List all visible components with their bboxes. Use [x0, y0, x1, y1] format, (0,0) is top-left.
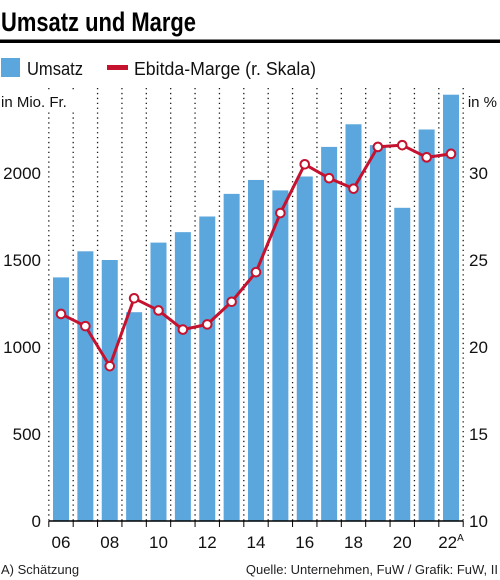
bar-umsatz-2015 [272, 190, 289, 521]
bar-umsatz-2014 [248, 179, 264, 521]
y-right-tick-label: 25 [469, 251, 488, 270]
x-tick-label-text: 08 [100, 533, 119, 552]
x-tick-label: 16 [295, 533, 314, 552]
bar-umsatz-2018 [345, 124, 362, 521]
y-right-tick-label: 20 [469, 338, 488, 357]
marker-ebitda-marge-2015 [275, 207, 286, 219]
bar-umsatz-2012 [199, 216, 216, 521]
bar-umsatz-2021 [418, 129, 435, 521]
marker-ebitda-marge-2019 [372, 141, 384, 153]
y-right-axis-label-backdrop [465, 92, 500, 110]
bar-umsatz-2009 [126, 312, 143, 521]
marker-ebitda-marge-2018 [348, 183, 359, 194]
x-tick-label-text: 10 [149, 533, 168, 552]
bar-umsatz-2013 [223, 193, 240, 521]
bar-umsatz-2022 [443, 94, 459, 521]
y-right-tick-label: 30 [469, 164, 488, 183]
marker-ebitda-marge-2009 [128, 292, 140, 304]
legend-label-umsatz: Umsatz [27, 59, 83, 79]
marker-ebitda-marge-2022 [445, 148, 457, 160]
x-tick-label-text: 20 [393, 533, 412, 552]
legend-swatch-umsatz [1, 58, 20, 77]
x-axis-tick-labels: 06 08 10 12 14 16 18 20 22A [52, 533, 465, 552]
x-tick-label-text: 14 [247, 533, 266, 552]
marker-ebitda-marge-2020 [396, 139, 408, 151]
x-tick-label: 12 [198, 533, 217, 552]
marker-ebitda-marge-2013 [226, 296, 237, 308]
x-tick-label-text: 22 [438, 533, 457, 552]
legend-item-ebitda-marge: Ebitda-Marge (r. Skala) [107, 59, 316, 79]
y-right-tick-labels: 10 15 20 25 30 [469, 164, 488, 531]
x-tick-label: 10 [149, 533, 168, 552]
x-tick-label: 22A [438, 533, 464, 552]
marker-ebitda-marge-2017 [323, 172, 335, 184]
marker-ebitda-marge-2021 [421, 152, 432, 163]
y-right-axis-label: in % [468, 94, 497, 111]
footnote: A) Schätzung [1, 562, 79, 577]
y-left-axis-label: in Mio. Fr. [1, 94, 67, 111]
marker-ebitda-marge-2010 [153, 305, 164, 316]
bar-umsatz-2008 [101, 260, 118, 521]
chart-title: Umsatz und Marge [1, 7, 196, 37]
x-tick-label: 20 [393, 533, 412, 552]
bar-umsatz-2006 [53, 277, 69, 521]
x-tick-label-text: 06 [52, 533, 71, 552]
x-tick-label: 08 [100, 533, 119, 552]
marker-ebitda-marge-2012 [201, 319, 213, 330]
legend: Umsatz Ebitda-Marge (r. Skala) [1, 58, 316, 79]
legend-label-ebitda-marge: Ebitda-Marge (r. Skala) [134, 59, 316, 79]
x-tick-label: 14 [247, 533, 266, 552]
x-tick-label-text: 12 [198, 533, 217, 552]
y-left-tick-label: 2000 [3, 164, 41, 183]
y-left-tick-label: 1000 [3, 338, 41, 357]
y-right-tick-label: 10 [469, 512, 488, 531]
legend-item-umsatz: Umsatz [1, 58, 83, 79]
y-left-axis-label-backdrop [0, 92, 82, 110]
marker-ebitda-marge-2014 [250, 266, 262, 278]
marker-ebitda-marge-2007 [80, 320, 91, 332]
bar-umsatz-2017 [321, 146, 338, 521]
bar-umsatz-2016 [296, 176, 313, 522]
marker-ebitda-marge-2011 [177, 324, 189, 335]
x-axis-ticks [48, 521, 464, 527]
marker-ebitda-marge-2006 [55, 308, 67, 320]
bar-umsatz-2010 [150, 242, 167, 521]
x-tick-label-note: A [457, 533, 464, 544]
x-tick-label-text: 16 [295, 533, 314, 552]
marker-ebitda-marge-2008 [104, 360, 116, 372]
bar-umsatz-2019 [369, 145, 386, 521]
y-left-tick-labels: 0 500 1000 1500 2000 [3, 164, 41, 531]
bars-umsatz [53, 94, 459, 522]
y-left-tick-label: 0 [32, 512, 41, 531]
y-right-tick-label: 15 [469, 425, 488, 444]
title-rule [0, 39, 500, 43]
source-credit: Quelle: Unternehmen, FuW / Grafik: FuW, … [246, 562, 498, 577]
x-tick-label: 06 [52, 533, 71, 552]
line-ebitda-marge-group [55, 139, 457, 372]
bar-umsatz-2020 [394, 207, 411, 522]
x-tick-label-text: 18 [344, 533, 363, 552]
y-left-tick-label: 1500 [3, 251, 41, 270]
x-tick-label: 18 [344, 533, 363, 552]
marker-ebitda-marge-2016 [299, 159, 311, 170]
bar-umsatz-2011 [174, 232, 191, 521]
bar-umsatz-2007 [77, 251, 94, 522]
y-left-tick-label: 500 [13, 425, 41, 444]
